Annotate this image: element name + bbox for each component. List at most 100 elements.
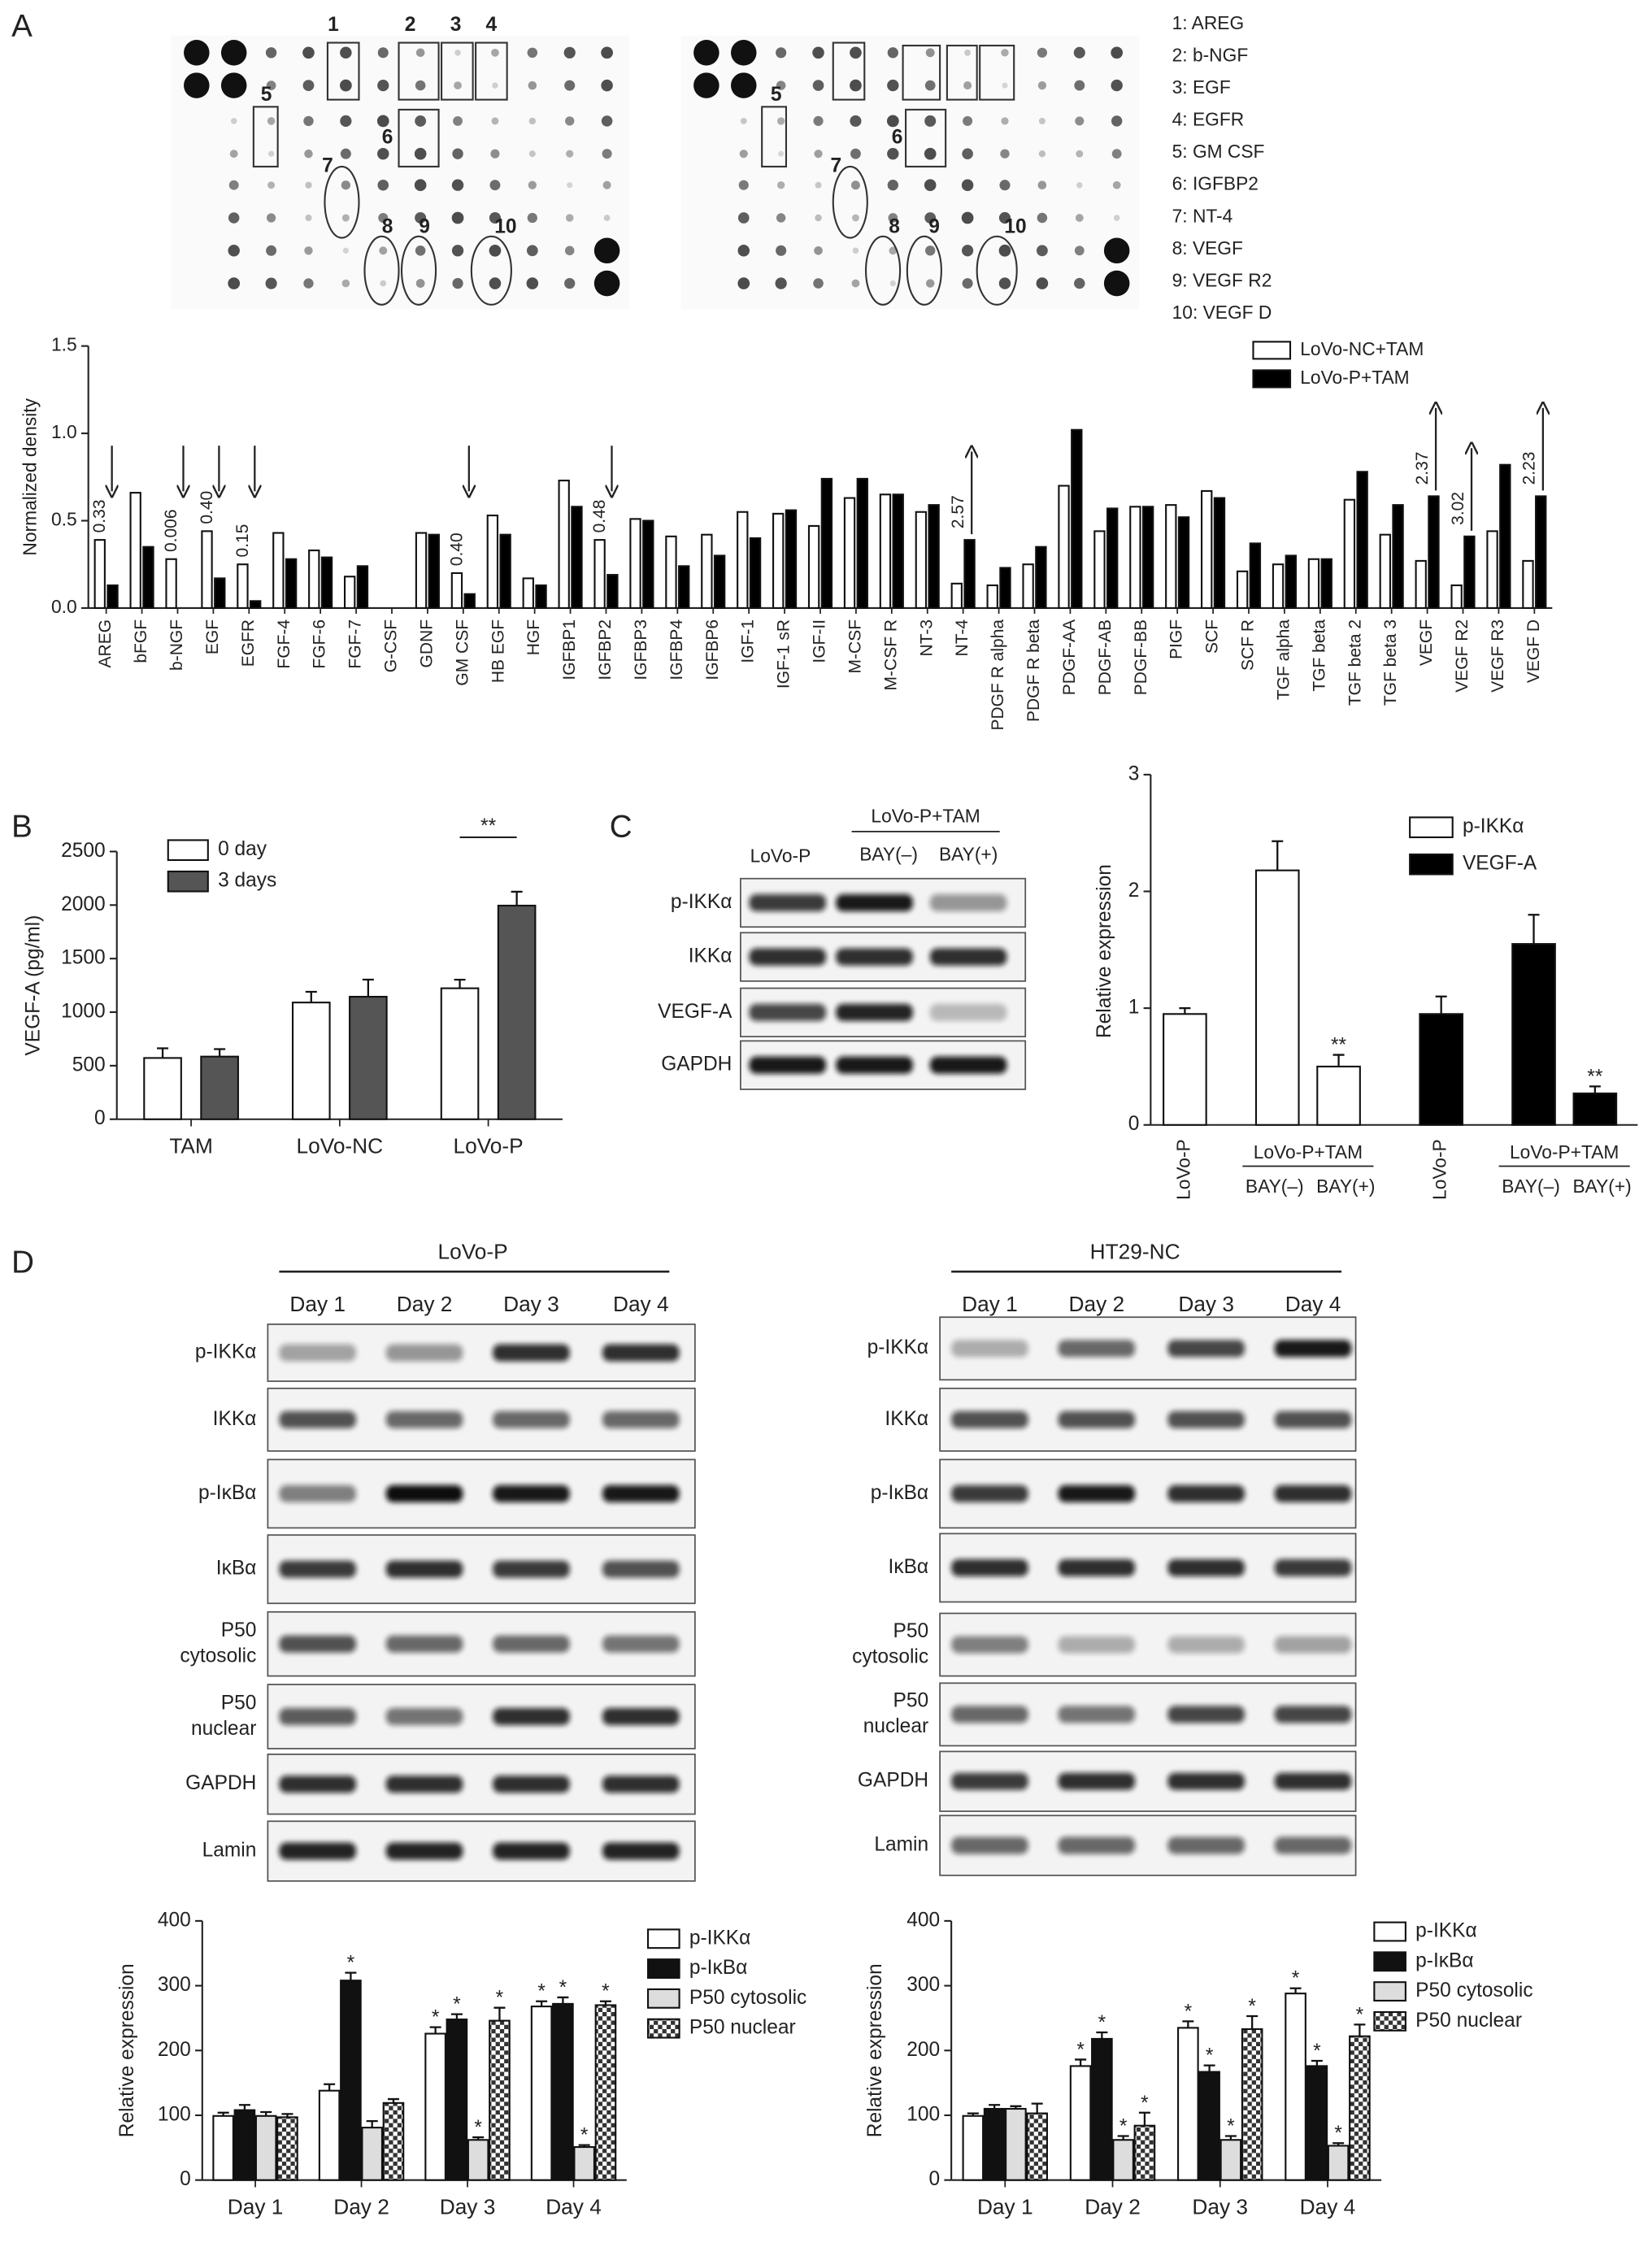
blot-band: [279, 1410, 356, 1428]
array-spot: [302, 46, 315, 59]
array-spot: [305, 181, 312, 189]
array-legend: 3: EGF: [1172, 76, 1231, 98]
x-tick-label: IGF-1 sR: [775, 619, 793, 689]
blot-band: [836, 1003, 913, 1021]
array-box: [398, 41, 440, 101]
bar: [1356, 471, 1368, 609]
error-bar: [1332, 1054, 1345, 1067]
significance-star: *: [1356, 2004, 1364, 2026]
bar: [772, 512, 785, 609]
annotation-label: 0.33: [90, 499, 109, 532]
y-tick-label: 200: [158, 2039, 191, 2061]
array-spot: [925, 279, 935, 288]
array-spot: [814, 246, 823, 255]
legend-label: P50 cytosolic: [689, 1987, 806, 2009]
array-spot: [415, 279, 425, 288]
blot-band: [602, 1344, 680, 1362]
bar: [1285, 1993, 1306, 2181]
legend-label: 0 day: [218, 838, 267, 860]
array-spot: [1001, 117, 1009, 125]
y-tick-label: 2500: [61, 840, 106, 862]
y-tick-label: 0.5: [51, 509, 77, 530]
bar: [1112, 2139, 1134, 2181]
significance-star: *: [453, 1994, 461, 2016]
array-spot: [813, 115, 824, 126]
array-spot: [184, 40, 210, 66]
array-spot: [776, 181, 785, 189]
array-number: 5: [261, 84, 272, 106]
bar: [1236, 570, 1249, 609]
bar: [382, 2101, 405, 2181]
x-tick-label: TGF beta 2: [1346, 619, 1364, 706]
significance-star: **: [1587, 1066, 1603, 1088]
bar: [713, 554, 726, 609]
bar: [356, 565, 369, 609]
array-spot: [528, 80, 537, 90]
array-box: [902, 44, 941, 101]
array-spot: [776, 47, 787, 59]
significance-star: *: [559, 1977, 567, 1999]
error-bar: [324, 2083, 336, 2091]
x-tick-label: bFGF: [132, 619, 150, 663]
array-legend: 9: VEGF R2: [1172, 269, 1272, 290]
array-spot: [964, 49, 972, 56]
array-spot: [265, 277, 277, 289]
x-tick-label: NT-3: [917, 619, 936, 657]
significance-star: *: [1334, 2123, 1342, 2145]
panel-label: C: [610, 810, 633, 845]
array-spot: [1111, 46, 1124, 59]
array-spot: [527, 47, 538, 59]
bar: [1272, 563, 1285, 609]
error-bar: [366, 2120, 378, 2128]
bar: [1379, 533, 1391, 609]
array-spot: [266, 245, 277, 256]
bar: [928, 504, 940, 609]
blot-band: [929, 893, 1007, 912]
array-number: 3: [450, 14, 462, 36]
blot-band: [385, 1560, 463, 1578]
legend-label: p-IκBα: [689, 1957, 747, 1979]
array-spot: [1037, 180, 1047, 189]
error-bar: [989, 2104, 1001, 2110]
legend-swatch: [167, 870, 209, 893]
array-spot: [924, 115, 937, 127]
error-bar: [1096, 2031, 1108, 2039]
bar: [856, 477, 868, 609]
bar: [535, 584, 547, 609]
x-tick-label: EGFR: [239, 619, 258, 667]
array-spot: [1074, 246, 1085, 256]
blot-row-label: nuclear: [191, 1718, 256, 1740]
blot-band: [279, 1484, 356, 1502]
bar: [497, 904, 537, 1120]
y-tick-label: 400: [906, 1909, 940, 1931]
y-tick-label: 1.0: [51, 421, 77, 442]
blot-band: [279, 1635, 356, 1653]
array-spot: [452, 148, 463, 159]
x-tick-label: LoVo-P: [1172, 1139, 1193, 1200]
blot-band: [836, 893, 913, 912]
blot-band: [749, 1003, 826, 1021]
array-spot: [814, 150, 823, 159]
group-label: LoVo-P+TAM: [1510, 1141, 1619, 1163]
y-tick-label: 0: [1128, 1113, 1140, 1135]
blot-row-label: IKKα: [689, 945, 733, 967]
array-spot: [566, 150, 574, 158]
bar: [1285, 554, 1297, 609]
array-spot: [601, 79, 613, 92]
blot-lane-label: BAY(+): [939, 844, 998, 865]
array-spot: [813, 278, 824, 289]
bar: [820, 477, 833, 609]
error-bar: [1311, 2059, 1323, 2067]
array-spot: [737, 212, 750, 224]
bar: [107, 584, 119, 609]
bar: [571, 506, 583, 609]
x-tick-label: VEGF D: [1524, 619, 1543, 683]
blot-band: [602, 1775, 680, 1793]
blot-lane-label: Day 4: [613, 1292, 669, 1316]
error-bar: [450, 2013, 463, 2020]
x-tick-label: PDGF-AB: [1096, 619, 1115, 695]
array-spot: [489, 244, 502, 257]
array-spot: [998, 211, 1011, 224]
blot-title: LoVo-P: [438, 1239, 508, 1263]
